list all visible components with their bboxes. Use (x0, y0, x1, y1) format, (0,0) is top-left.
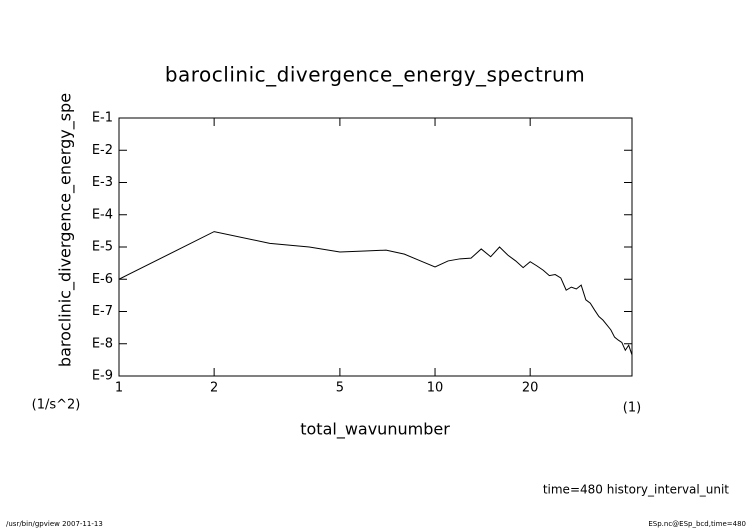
x-axis-unit: (1) (623, 401, 641, 416)
y-tick-label: E-1 (92, 111, 113, 126)
x-tick-label: 1 (115, 381, 123, 396)
footer-right: ESp.nc@ESp_bcd,time=480 (648, 520, 746, 528)
y-tick-label: E-8 (92, 336, 113, 351)
x-tick-label: 5 (336, 381, 344, 396)
x-tick-label: 2 (210, 381, 218, 396)
y-axis-unit: (1/s^2) (32, 398, 81, 413)
y-axis-label: baroclinic_divergence_energy_spe (56, 93, 76, 367)
y-tick-label: E-4 (92, 207, 113, 222)
x-axis-label: total_wavunumber (300, 420, 450, 440)
y-tick-label: E-6 (92, 272, 113, 287)
y-tick-label: E-2 (92, 143, 113, 158)
x-tick-label: 20 (522, 381, 539, 396)
footer-left: /usr/bin/gpview 2007-11-13 (6, 520, 103, 528)
chart-title: baroclinic_divergence_energy_spectrum (165, 63, 585, 87)
annotation: time=480 history_interval_unit (543, 483, 729, 497)
y-tick-label: E-5 (92, 240, 113, 255)
y-tick-label: E-3 (92, 175, 113, 190)
x-tick-label: 10 (427, 381, 444, 396)
y-tick-label: E-7 (92, 304, 113, 319)
data-line (118, 231, 633, 356)
y-tick-label: E-9 (92, 369, 113, 384)
